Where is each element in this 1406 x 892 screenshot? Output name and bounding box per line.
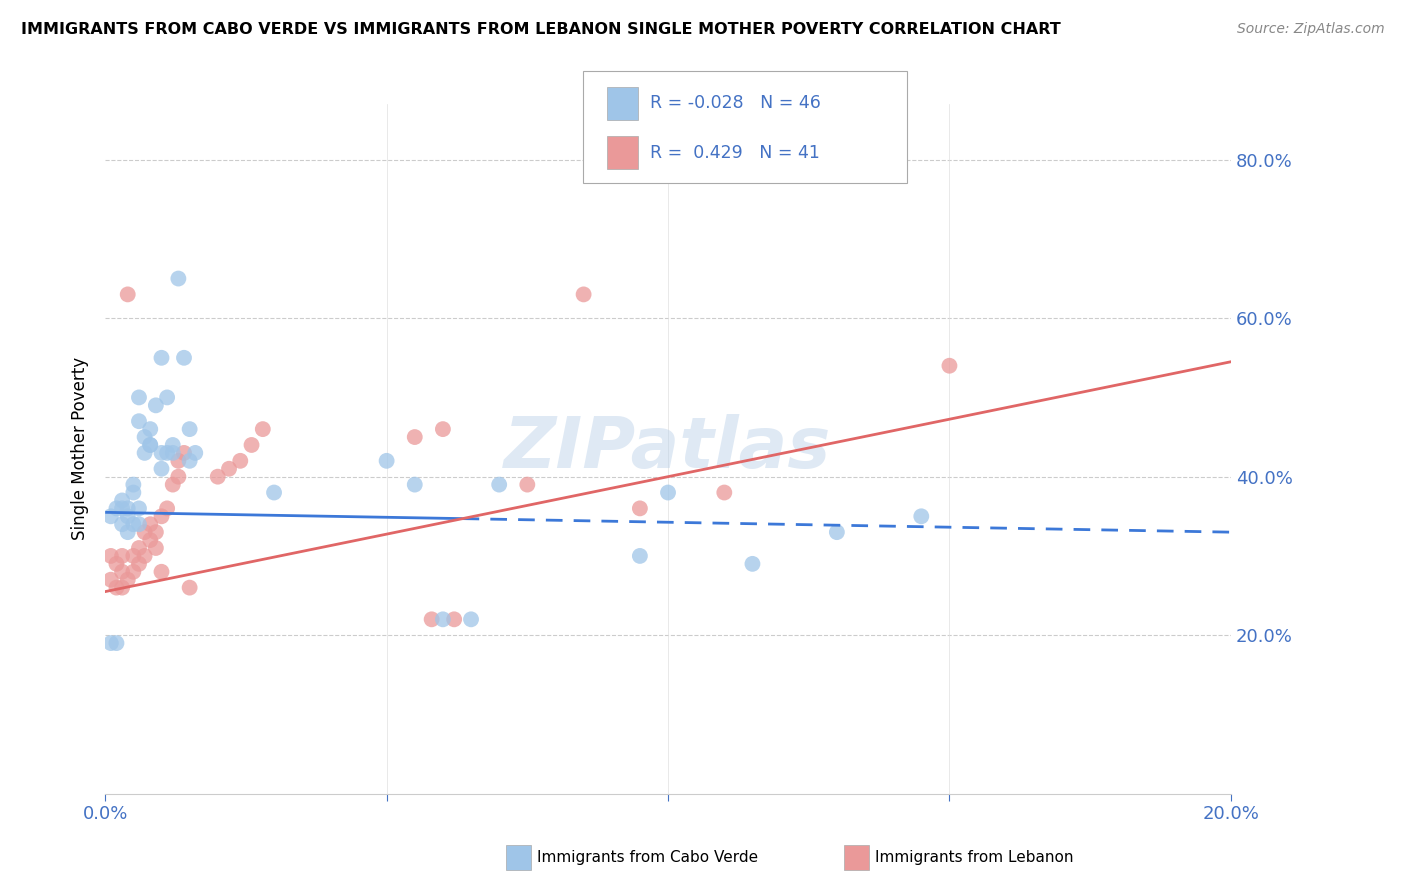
Point: [117, 525, 139, 540]
Point: [100, 573, 122, 587]
Point: [432, 612, 454, 626]
Point: [111, 493, 134, 508]
Point: [122, 549, 145, 563]
Point: [516, 477, 538, 491]
Point: [375, 454, 398, 468]
Point: [150, 509, 173, 524]
Point: [128, 541, 150, 555]
Point: [128, 391, 150, 405]
Point: [741, 557, 763, 571]
Text: IMMIGRANTS FROM CABO VERDE VS IMMIGRANTS FROM LEBANON SINGLE MOTHER POVERTY CORR: IMMIGRANTS FROM CABO VERDE VS IMMIGRANTS…: [21, 22, 1062, 37]
Point: [150, 462, 173, 476]
Point: [139, 438, 162, 452]
Point: [111, 517, 134, 532]
Point: [145, 525, 167, 540]
Point: [263, 485, 285, 500]
Point: [460, 612, 482, 626]
Point: [128, 414, 150, 428]
Point: [117, 287, 139, 301]
Point: [420, 612, 443, 626]
Point: [139, 533, 162, 547]
Text: Immigrants from Lebanon: Immigrants from Lebanon: [875, 850, 1073, 864]
Point: [150, 351, 173, 365]
Point: [111, 581, 134, 595]
Point: [938, 359, 960, 373]
Point: [150, 565, 173, 579]
Point: [105, 557, 128, 571]
Point: [443, 612, 465, 626]
Y-axis label: Single Mother Poverty: Single Mother Poverty: [72, 358, 89, 541]
Point: [179, 422, 201, 436]
Text: Immigrants from Cabo Verde: Immigrants from Cabo Verde: [537, 850, 758, 864]
Point: [145, 541, 167, 555]
Point: [628, 549, 651, 563]
Point: [179, 454, 201, 468]
Text: R =  0.429   N = 41: R = 0.429 N = 41: [650, 144, 820, 161]
Point: [117, 573, 139, 587]
Text: ZIPatlas: ZIPatlas: [505, 415, 832, 483]
Point: [111, 565, 134, 579]
Text: Source: ZipAtlas.com: Source: ZipAtlas.com: [1237, 22, 1385, 37]
Point: [150, 446, 173, 460]
Point: [139, 422, 162, 436]
Point: [156, 501, 179, 516]
Point: [488, 477, 510, 491]
Point: [229, 454, 252, 468]
Point: [111, 549, 134, 563]
Point: [207, 469, 229, 483]
Point: [910, 509, 932, 524]
Point: [139, 517, 162, 532]
Point: [128, 517, 150, 532]
Point: [134, 525, 156, 540]
Point: [167, 271, 190, 285]
Point: [105, 581, 128, 595]
Point: [162, 438, 184, 452]
Point: [134, 430, 156, 444]
Point: [117, 501, 139, 516]
Point: [145, 398, 167, 412]
Point: [122, 517, 145, 532]
Point: [404, 430, 426, 444]
Point: [628, 501, 651, 516]
Point: [713, 485, 735, 500]
Point: [252, 422, 274, 436]
Point: [139, 438, 162, 452]
Point: [825, 525, 848, 540]
Point: [167, 469, 190, 483]
Point: [156, 446, 179, 460]
Point: [105, 501, 128, 516]
Point: [134, 549, 156, 563]
Text: R = -0.028   N = 46: R = -0.028 N = 46: [650, 95, 821, 112]
Point: [432, 422, 454, 436]
Point: [111, 501, 134, 516]
Point: [218, 462, 240, 476]
Point: [100, 636, 122, 650]
Point: [134, 446, 156, 460]
Point: [122, 485, 145, 500]
Point: [657, 485, 679, 500]
Point: [240, 438, 263, 452]
Point: [162, 477, 184, 491]
Point: [173, 446, 195, 460]
Point: [572, 287, 595, 301]
Point: [173, 351, 195, 365]
Point: [100, 509, 122, 524]
Point: [122, 477, 145, 491]
Point: [117, 509, 139, 524]
Point: [128, 557, 150, 571]
Point: [179, 581, 201, 595]
Point: [122, 565, 145, 579]
Point: [128, 501, 150, 516]
Point: [100, 549, 122, 563]
Point: [105, 636, 128, 650]
Point: [167, 454, 190, 468]
Point: [184, 446, 207, 460]
Point: [156, 391, 179, 405]
Point: [404, 477, 426, 491]
Point: [162, 446, 184, 460]
